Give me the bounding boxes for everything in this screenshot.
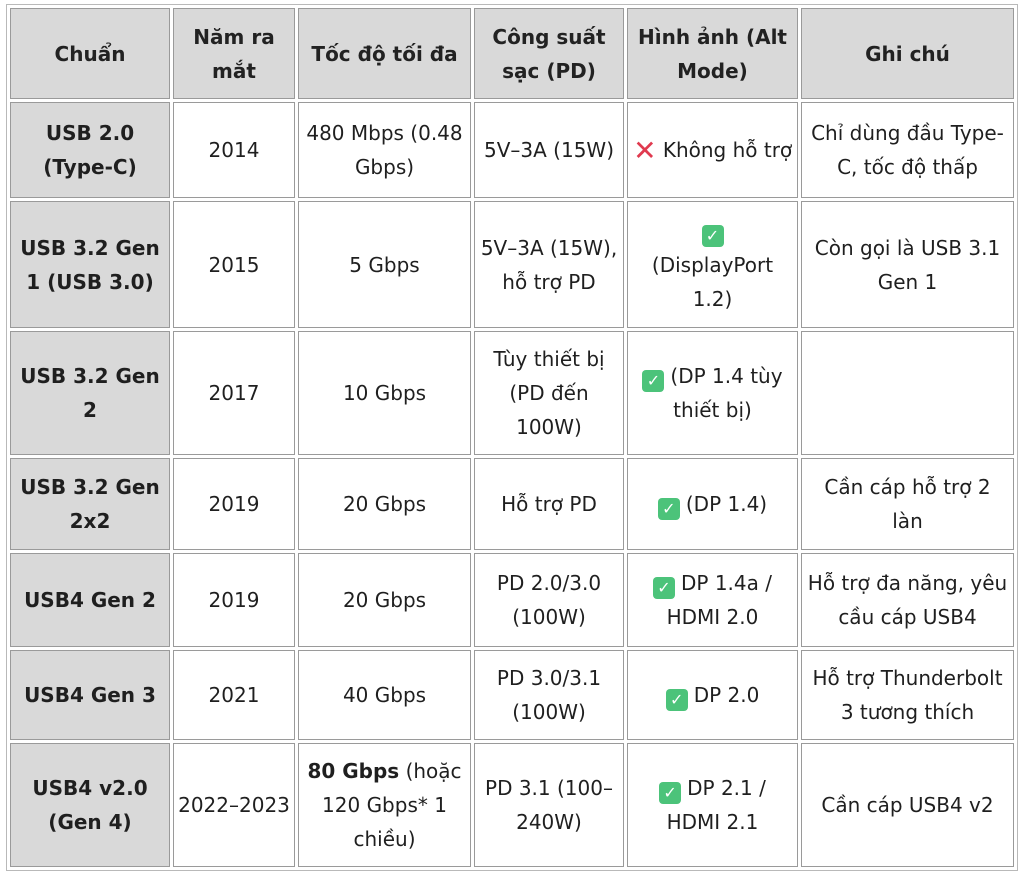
- cell-year: 2017: [173, 331, 295, 455]
- cell-power: PD 3.1 (100–240W): [474, 743, 624, 867]
- header-max-speed: Tốc độ tối đa: [298, 8, 471, 99]
- cell-alt-mode: ✓ DP 2.1 / HDMI 2.1: [627, 743, 798, 867]
- cell-power: PD 3.0/3.1 (100W): [474, 650, 624, 740]
- alt-mode-text: (DP 1.4): [685, 492, 768, 516]
- cell-standard: USB4 Gen 3: [10, 650, 170, 740]
- cell-standard: USB 3.2 Gen 1 (USB 3.0): [10, 201, 170, 328]
- cell-year: 2015: [173, 201, 295, 328]
- check-icon: ✓: [659, 782, 682, 804]
- table-row: USB4 v2.0 (Gen 4) 2022–2023 80 Gbps (hoặ…: [10, 743, 1014, 867]
- cell-standard: USB4 Gen 2: [10, 553, 170, 647]
- cell-note: Còn gọi là USB 3.1 Gen 1: [801, 201, 1014, 328]
- check-icon: ✓: [665, 689, 688, 711]
- cell-alt-mode: ✓ (DP 1.4): [627, 458, 798, 550]
- cell-power: 5V–3A (15W), hỗ trợ PD: [474, 201, 624, 328]
- cell-speed: 5 Gbps: [298, 201, 471, 328]
- header-release-year: Năm ra mắt: [173, 8, 295, 99]
- speed-text: (hoặc 120 Gbps* 1 chiều): [322, 759, 462, 851]
- cell-year: 2014: [173, 102, 295, 198]
- table-row: USB4 Gen 2 2019 20 Gbps PD 2.0/3.0 (100W…: [10, 553, 1014, 647]
- alt-mode-text: (DP 1.4 tùy thiết bị): [670, 364, 783, 422]
- cell-alt-mode: ✓ (DP 1.4 tùy thiết bị): [627, 331, 798, 455]
- header-standard: Chuẩn: [10, 8, 170, 99]
- table-header: Chuẩn Năm ra mắt Tốc độ tối đa Công suất…: [10, 8, 1014, 99]
- alt-mode-text: DP 2.0: [693, 683, 760, 707]
- cell-standard: USB 3.2 Gen 2x2: [10, 458, 170, 550]
- cell-note: Cần cáp USB4 v2: [801, 743, 1014, 867]
- speed-bold-text: 80 Gbps: [307, 759, 400, 783]
- cell-alt-mode: ✓ (DisplayPort 1.2): [627, 201, 798, 328]
- cell-speed: 80 Gbps (hoặc 120 Gbps* 1 chiều): [298, 743, 471, 867]
- cross-icon: ✕: [633, 134, 657, 167]
- alt-mode-text: (DisplayPort 1.2): [651, 252, 774, 311]
- cell-year: 2019: [173, 458, 295, 550]
- alt-mode-text: DP 2.1 / HDMI 2.1: [666, 776, 766, 834]
- cell-year: 2021: [173, 650, 295, 740]
- usb-standards-table: Chuẩn Năm ra mắt Tốc độ tối đa Công suất…: [6, 4, 1018, 871]
- check-icon: ✓: [701, 224, 724, 247]
- alt-mode-text: DP 1.4a / HDMI 2.0: [666, 571, 772, 629]
- usb-standards-table-container: Chuẩn Năm ra mắt Tốc độ tối đa Công suất…: [6, 4, 1018, 871]
- cell-note: Hỗ trợ đa năng, yêu cầu cáp USB4: [801, 553, 1014, 647]
- cell-standard: USB 3.2 Gen 2: [10, 331, 170, 455]
- cell-speed: 20 Gbps: [298, 458, 471, 550]
- cell-note: Hỗ trợ Thunderbolt 3 tương thích: [801, 650, 1014, 740]
- cell-power: PD 2.0/3.0 (100W): [474, 553, 624, 647]
- cell-note: Chỉ dùng đầu Type-C, tốc độ thấp: [801, 102, 1014, 198]
- alt-mode-text: Không hỗ trợ: [662, 138, 793, 162]
- cell-alt-mode: ✓ DP 2.0: [627, 650, 798, 740]
- cell-standard: USB 2.0 (Type-C): [10, 102, 170, 198]
- table-row: USB4 Gen 3 2021 40 Gbps PD 3.0/3.1 (100W…: [10, 650, 1014, 740]
- check-icon: ✓: [653, 577, 675, 599]
- cell-speed: 40 Gbps: [298, 650, 471, 740]
- cell-year: 2019: [173, 553, 295, 647]
- cell-note: [801, 331, 1014, 455]
- cell-speed: 10 Gbps: [298, 331, 471, 455]
- cell-speed: 20 Gbps: [298, 553, 471, 647]
- header-row: Chuẩn Năm ra mắt Tốc độ tối đa Công suất…: [10, 8, 1014, 99]
- table-body: USB 2.0 (Type-C) 2014 480 Mbps (0.48 Gbp…: [10, 102, 1014, 867]
- table-row: USB 3.2 Gen 1 (USB 3.0) 2015 5 Gbps 5V–3…: [10, 201, 1014, 328]
- table-row: USB 2.0 (Type-C) 2014 480 Mbps (0.48 Gbp…: [10, 102, 1014, 198]
- table-row: USB 3.2 Gen 2x2 2019 20 Gbps Hỗ trợ PD ✓…: [10, 458, 1014, 550]
- header-notes: Ghi chú: [801, 8, 1014, 99]
- check-icon: ✓: [657, 498, 680, 520]
- header-alt-mode: Hình ảnh (Alt Mode): [627, 8, 798, 99]
- cell-year: 2022–2023: [173, 743, 295, 867]
- cell-standard: USB4 v2.0 (Gen 4): [10, 743, 170, 867]
- cell-speed: 480 Mbps (0.48 Gbps): [298, 102, 471, 198]
- table-row: USB 3.2 Gen 2 2017 10 Gbps Tùy thiết bị …: [10, 331, 1014, 455]
- cell-power: 5V–3A (15W): [474, 102, 624, 198]
- cell-alt-mode: ✓ DP 1.4a / HDMI 2.0: [627, 553, 798, 647]
- cell-power: Hỗ trợ PD: [474, 458, 624, 550]
- header-charging-power: Công suất sạc (PD): [474, 8, 624, 99]
- check-icon: ✓: [642, 370, 665, 392]
- cell-note: Cần cáp hỗ trợ 2 làn: [801, 458, 1014, 550]
- cell-alt-mode: ✕ Không hỗ trợ: [627, 102, 798, 198]
- cell-power: Tùy thiết bị (PD đến 100W): [474, 331, 624, 455]
